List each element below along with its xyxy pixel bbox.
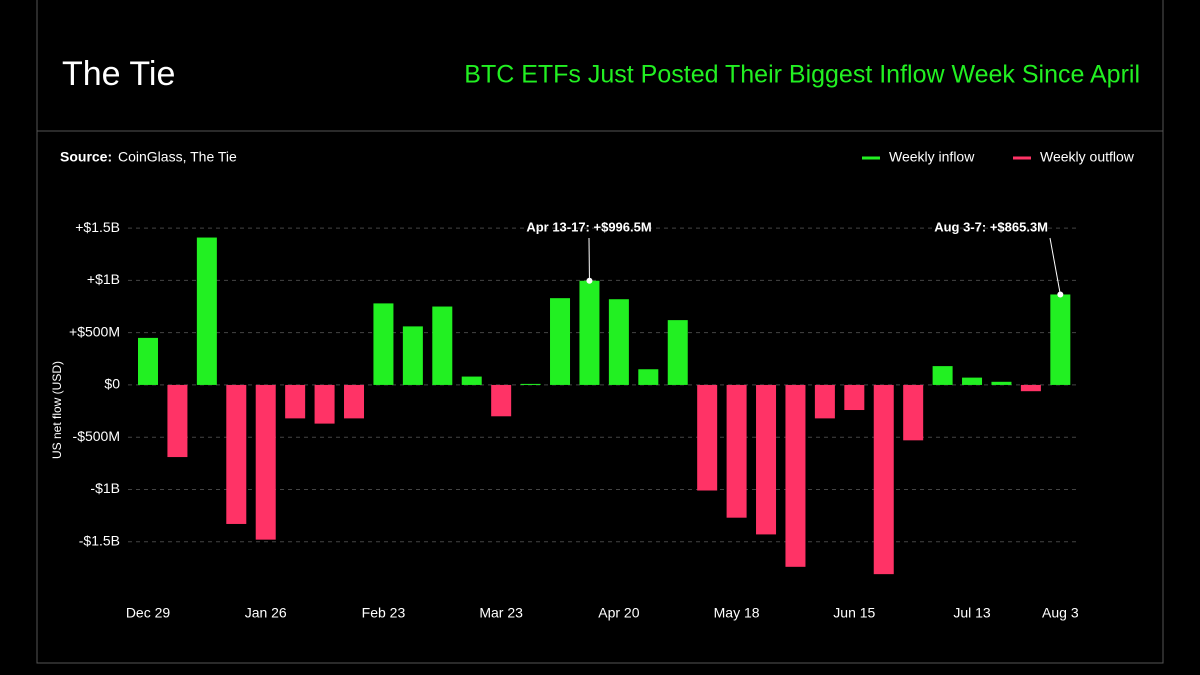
y-tick-label: +$1.5B	[75, 219, 120, 235]
y-tick-label: -$500M	[73, 428, 120, 444]
bar	[785, 384, 806, 567]
bar	[461, 376, 482, 385]
bar	[697, 384, 718, 491]
bar	[638, 369, 659, 385]
bar	[608, 299, 629, 385]
y-tick-label: -$1.5B	[79, 532, 120, 548]
bar	[373, 303, 394, 385]
bar	[1020, 384, 1041, 392]
x-tick-label: Jun 15	[833, 605, 875, 621]
bar	[520, 383, 541, 385]
legend-label: Weekly inflow	[889, 149, 975, 165]
y-tick-label: +$500M	[69, 323, 120, 339]
bar	[550, 298, 571, 385]
chart-title: BTC ETFs Just Posted Their Biggest Inflo…	[464, 61, 1140, 89]
bar	[196, 237, 217, 385]
bar	[667, 320, 688, 385]
bar	[991, 381, 1012, 385]
y-tick-label: +$1B	[87, 271, 120, 287]
y-tick-label: -$1B	[90, 480, 120, 496]
annotation-leader	[1049, 237, 1061, 295]
bar	[314, 384, 335, 424]
bar	[138, 337, 158, 385]
annotation: Aug 3-7: +$865.3M	[934, 219, 1048, 234]
x-tick-label: Apr 20	[598, 605, 639, 621]
bar	[167, 384, 188, 458]
bar	[344, 384, 365, 419]
x-tick-label: Aug 3	[1042, 605, 1079, 621]
bar	[226, 384, 247, 524]
annotation-dot	[1057, 291, 1064, 298]
bar	[1050, 294, 1071, 385]
y-tick-label: $0	[104, 376, 120, 392]
x-tick-label: Mar 23	[479, 605, 523, 621]
bar	[285, 384, 306, 419]
bar	[255, 384, 276, 540]
x-tick-label: Feb 23	[362, 605, 406, 621]
frame	[36, 0, 1164, 664]
source-label: Source:	[60, 149, 112, 165]
x-tick-label: May 18	[714, 605, 760, 621]
legend-label: Weekly outflow	[1040, 149, 1135, 165]
x-tick-label: Jan 26	[245, 605, 287, 621]
annotation: Apr 13-17: +$996.5M	[526, 219, 651, 234]
source: CoinGlass, The Tie	[118, 149, 237, 165]
annotation-dot	[586, 277, 593, 284]
bar	[432, 306, 453, 385]
bar	[814, 384, 835, 419]
x-tick-label: Dec 29	[126, 605, 171, 621]
bar	[873, 384, 894, 575]
bar	[579, 280, 600, 385]
bar	[844, 384, 865, 411]
bar	[756, 384, 777, 535]
bar	[402, 326, 423, 385]
bar	[932, 366, 953, 385]
brand: The Tie	[62, 55, 175, 93]
bar	[491, 384, 512, 417]
bar	[726, 384, 747, 518]
x-tick-label: Jul 13	[953, 605, 991, 621]
y-axis-label: US net flow (USD)	[50, 361, 64, 459]
bar	[903, 384, 924, 441]
bar	[962, 377, 983, 385]
